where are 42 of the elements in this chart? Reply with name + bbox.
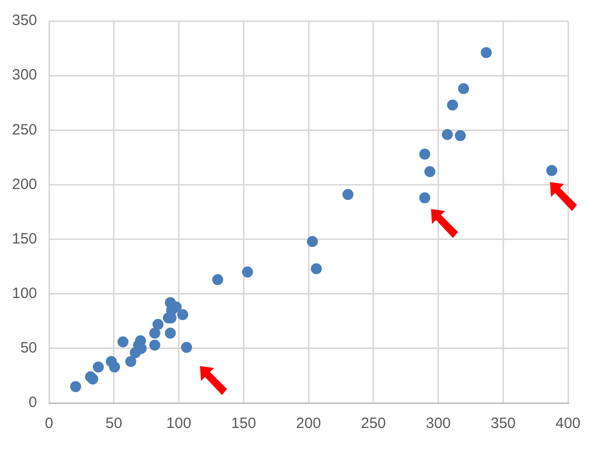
point — [177, 309, 188, 320]
x-tick-label: 200 — [296, 415, 322, 432]
point — [447, 100, 458, 111]
x-tick-label: 50 — [106, 415, 122, 432]
point — [212, 274, 224, 286]
y-tick-label: 50 — [20, 340, 38, 357]
x-tick-label: 350 — [490, 415, 516, 432]
y-tick-label: 250 — [12, 121, 38, 138]
point — [442, 129, 453, 140]
point — [419, 192, 430, 204]
point — [164, 328, 176, 339]
x-tick-label: 250 — [360, 415, 386, 432]
point — [181, 342, 192, 353]
y-tick-label: 200 — [12, 176, 38, 193]
point — [92, 361, 104, 372]
point — [424, 166, 436, 178]
point — [306, 236, 318, 247]
point — [242, 266, 254, 278]
y-tick-label: 300 — [12, 66, 38, 84]
point — [458, 83, 470, 94]
point — [152, 318, 164, 330]
point — [310, 263, 322, 274]
point — [342, 189, 354, 200]
point — [117, 336, 128, 348]
y-tick-label: 150 — [12, 230, 38, 248]
point — [454, 130, 466, 142]
point — [546, 165, 558, 176]
x-tick-label: 0 — [44, 415, 54, 432]
point — [480, 47, 492, 58]
x-tick-label: 300 — [426, 415, 451, 432]
x-tick-label: 150 — [231, 415, 256, 432]
x-tick-label: 400 — [555, 415, 581, 432]
y-tick-label: 0 — [28, 394, 38, 412]
point — [149, 328, 160, 339]
point — [149, 340, 160, 351]
x-tick-label: 100 — [166, 415, 192, 432]
y-tick-label: 350 — [12, 12, 38, 30]
point — [70, 381, 82, 392]
point — [109, 361, 120, 372]
y-tick-label: 100 — [12, 285, 38, 302]
point — [419, 148, 430, 160]
point — [125, 356, 136, 368]
